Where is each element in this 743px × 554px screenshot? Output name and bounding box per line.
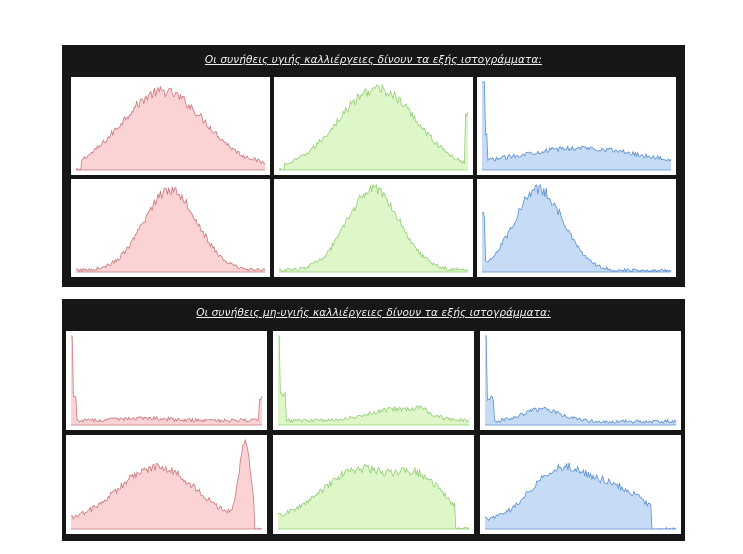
hist-cell [71,179,270,277]
histogram-area [482,184,671,272]
hist-cell [477,77,676,175]
histogram-outline [485,335,677,424]
histogram-area [76,87,265,170]
histogram-area [482,82,671,170]
histogram-chart [71,335,263,426]
histogram-area [278,336,469,425]
hist-cell [273,435,474,534]
histogram-chart [484,462,677,530]
histogram-outline [75,85,266,171]
histogram-chart [277,464,470,530]
hist-cell [480,331,681,430]
histogram-area [279,184,468,272]
histogram-area [71,336,262,425]
histogram-outline [278,84,469,171]
histogram-chart [75,85,266,171]
histogram-outline [278,335,470,424]
unhealthy-panel-title: Οι συνήθεις μη-υγιής καλλιέργειες δίνουν… [196,307,551,319]
histogram-outline [481,184,672,273]
hist-cell [66,331,267,430]
histogram-area [279,84,468,170]
histogram-outline [75,186,266,273]
healthy-histograms-panel: Οι συνήθεις υγιής καλλιέργειες δίνουν τα… [62,45,685,287]
histogram-area [485,462,676,529]
histogram-chart [75,186,266,273]
histogram-chart [485,335,677,426]
histogram-chart [481,184,672,273]
unhealthy-histograms-panel: Οι συνήθεις μη-υγιής καλλιέργειες δίνουν… [62,299,685,541]
hist-cell [274,179,473,277]
histogram-outline [277,464,470,530]
histogram-outline [70,438,263,530]
hist-cell [273,331,474,430]
histogram-area [71,440,262,529]
histogram-chart [278,183,469,273]
healthy-panel-title: Οι συνήθεις υγιής καλλιέργειες δίνουν τα… [204,54,543,66]
histogram-chart [278,84,469,171]
histogram-chart [70,438,263,530]
histogram-area [278,464,469,529]
histogram-outline [482,81,672,163]
histogram-chart [278,335,470,426]
hist-cell [71,77,270,175]
hist-cell [274,77,473,175]
hist-cell [480,435,681,534]
histogram-outline [484,462,677,530]
histogram-chart [482,81,672,171]
histogram-area [485,336,676,425]
histogram-outline [71,335,263,424]
hist-cell [477,179,676,277]
hist-cell [66,435,267,534]
histogram-area [76,186,265,272]
histogram-outline [278,183,469,273]
